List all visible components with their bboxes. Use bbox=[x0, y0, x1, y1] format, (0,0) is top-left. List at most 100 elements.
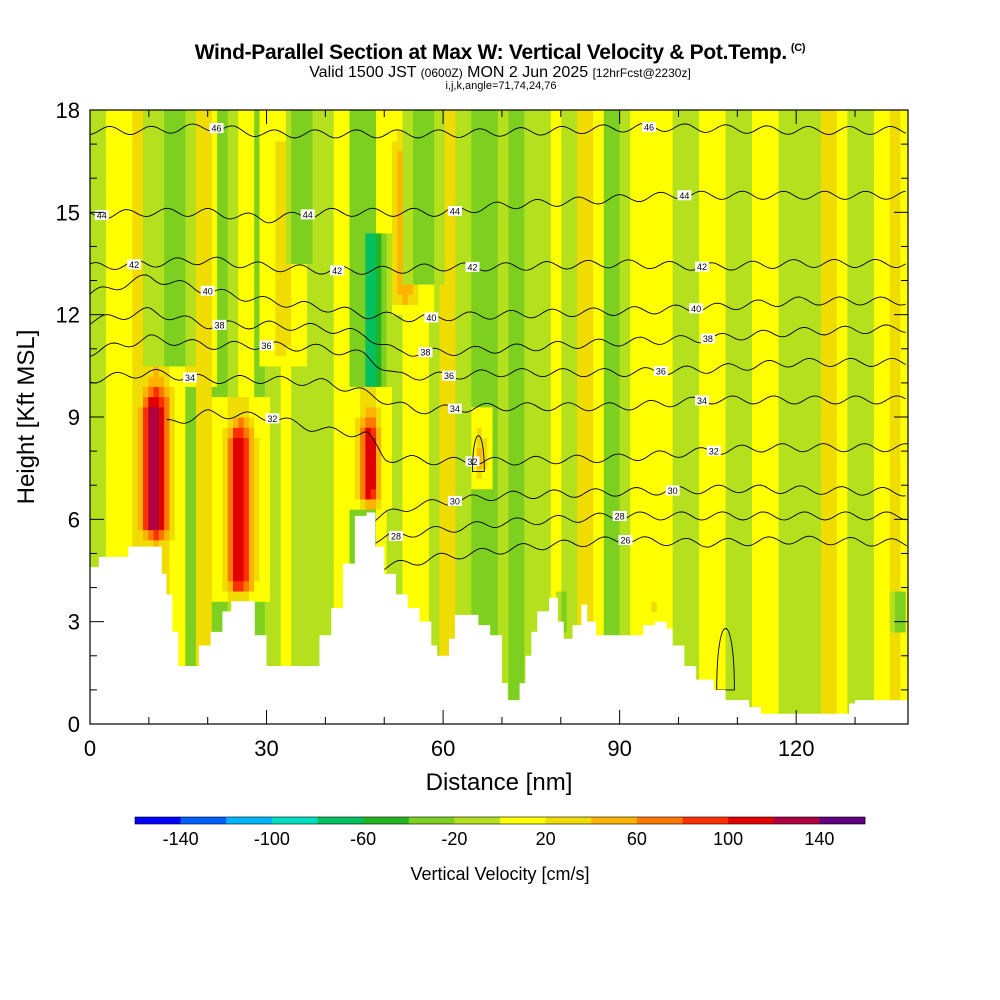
velocity-cell bbox=[243, 427, 250, 439]
theta-label-box bbox=[695, 395, 710, 406]
theta-contour-line bbox=[383, 535, 908, 570]
theta-label-box bbox=[259, 340, 274, 351]
velocity-cell bbox=[142, 529, 149, 541]
velocity-cell bbox=[736, 110, 743, 724]
velocity-cell bbox=[481, 468, 488, 490]
velocity-cell bbox=[847, 110, 854, 724]
velocity-cell bbox=[270, 365, 276, 724]
velocity-cell bbox=[259, 396, 266, 602]
velocity-cell bbox=[413, 110, 419, 285]
velocity-cell bbox=[349, 386, 356, 510]
velocity-cell bbox=[360, 386, 367, 418]
theta-label: 44 bbox=[679, 191, 689, 201]
velocity-cell bbox=[275, 140, 282, 357]
colorbar-swatch bbox=[591, 817, 638, 824]
velocity-cell bbox=[153, 396, 160, 408]
velocity-cell bbox=[233, 417, 239, 428]
velocity-cell bbox=[889, 631, 896, 724]
velocity-cell bbox=[503, 110, 510, 724]
velocity-cell bbox=[307, 263, 314, 724]
velocity-cell bbox=[842, 110, 848, 724]
theta-label-box bbox=[465, 261, 480, 272]
velocity-cell bbox=[450, 110, 457, 724]
velocity-cell bbox=[254, 110, 261, 398]
velocity-cell bbox=[354, 110, 361, 387]
theta-label: 38 bbox=[703, 334, 713, 344]
theta-label-box bbox=[300, 209, 315, 220]
velocity-cell bbox=[137, 110, 144, 408]
velocity-cell bbox=[217, 110, 224, 398]
velocity-cell bbox=[895, 110, 901, 592]
velocity-cell bbox=[174, 365, 181, 724]
velocity-cell bbox=[762, 110, 769, 724]
velocity-cell bbox=[868, 110, 875, 724]
velocity-cell bbox=[180, 110, 186, 367]
chart-subtitle: Valid 1500 JST (0600Z) MON 2 Jun 2025 [1… bbox=[0, 65, 1000, 81]
velocity-cell bbox=[561, 110, 568, 592]
velocity-cell bbox=[164, 396, 171, 531]
velocity-cell bbox=[725, 110, 732, 724]
velocity-cell bbox=[481, 110, 488, 408]
theta-label: 34 bbox=[185, 373, 195, 383]
velocity-cell bbox=[640, 110, 647, 724]
velocity-cell bbox=[158, 376, 165, 387]
x-tick-label: 120 bbox=[778, 736, 815, 761]
velocity-cell bbox=[545, 110, 552, 724]
velocity-cell bbox=[879, 110, 886, 724]
velocity-cell bbox=[662, 110, 668, 724]
velocity-cell bbox=[593, 110, 600, 724]
velocity-cell bbox=[301, 263, 308, 367]
y-tick-label: 6 bbox=[68, 507, 80, 532]
velocity-cell bbox=[407, 283, 414, 295]
velocity-cell bbox=[254, 396, 261, 439]
colorbar-swatch bbox=[271, 817, 318, 824]
theta-contour-line bbox=[372, 511, 906, 545]
velocity-cell bbox=[201, 110, 208, 724]
velocity-cell bbox=[370, 232, 377, 387]
velocity-cell bbox=[185, 110, 192, 367]
theta-label: 36 bbox=[656, 367, 666, 377]
velocity-cell bbox=[730, 110, 737, 724]
copyright-mark: (C) bbox=[790, 42, 806, 54]
velocity-cell bbox=[148, 386, 155, 398]
theta-label: 42 bbox=[468, 262, 478, 272]
velocity-cell bbox=[211, 110, 218, 387]
velocity-cell bbox=[492, 110, 499, 724]
theta-label: 44 bbox=[450, 206, 460, 216]
terrain-mask bbox=[90, 512, 908, 724]
velocity-cell bbox=[815, 110, 822, 724]
velocity-cell bbox=[614, 110, 621, 724]
velocity-cell bbox=[338, 110, 345, 724]
velocity-cell bbox=[270, 110, 276, 367]
velocity-cell bbox=[153, 386, 160, 398]
velocity-cell bbox=[428, 283, 435, 316]
colorbar-swatch bbox=[363, 817, 410, 824]
velocity-cell bbox=[376, 406, 382, 428]
velocity-cell bbox=[481, 488, 488, 724]
velocity-cell bbox=[174, 110, 181, 367]
velocity-cell bbox=[476, 110, 483, 408]
velocity-cell bbox=[360, 498, 367, 510]
velocity-cell bbox=[142, 365, 149, 387]
velocity-cell bbox=[164, 386, 171, 398]
y-tick-label: 18 bbox=[56, 98, 80, 123]
velocity-cell bbox=[148, 406, 155, 531]
velocity-cell bbox=[121, 110, 128, 724]
theta-contour-line bbox=[90, 122, 906, 139]
velocity-cell bbox=[142, 539, 149, 551]
velocity-cell bbox=[391, 140, 398, 306]
velocity-cell bbox=[471, 406, 478, 490]
velocity-cell bbox=[794, 110, 801, 724]
velocity-cell bbox=[571, 110, 578, 724]
velocity-cell bbox=[153, 529, 160, 541]
velocity-cell bbox=[370, 110, 377, 234]
velocity-cell bbox=[646, 110, 653, 724]
theta-label-box bbox=[689, 303, 704, 314]
velocity-cell bbox=[142, 386, 149, 398]
theta-contour-line bbox=[90, 369, 906, 415]
theta-label: 38 bbox=[214, 320, 224, 330]
y-tick-label: 9 bbox=[68, 405, 80, 430]
velocity-cell bbox=[148, 539, 155, 551]
